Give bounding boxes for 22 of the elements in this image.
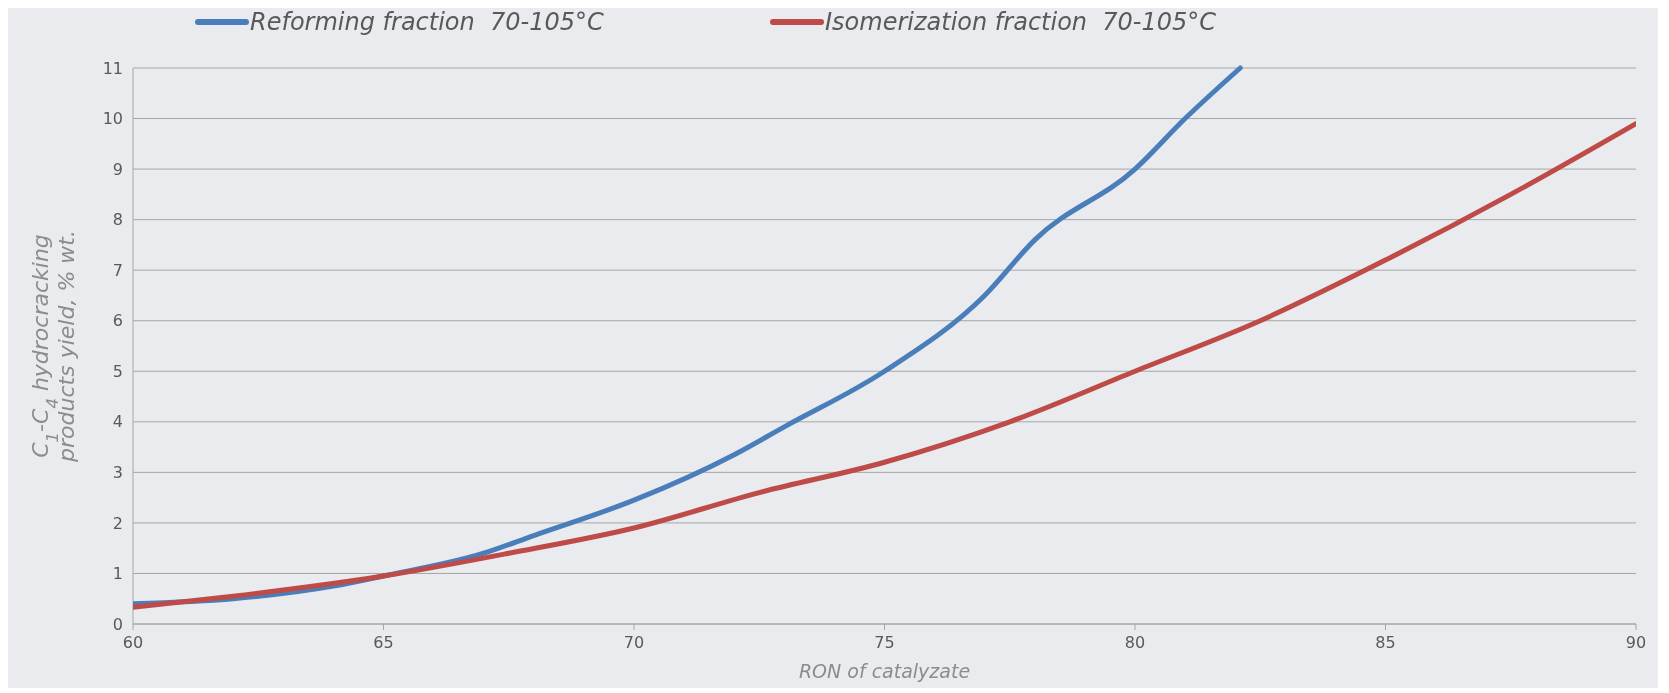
y-tick-label: 6 [112,311,123,331]
y-tick-label: 5 [112,361,123,381]
x-tick-label: 75 [874,633,895,652]
y-tick-label: 1 [112,564,123,584]
y-tick-label: 10 [102,109,123,129]
x-tick-label: 60 [122,633,144,652]
x-axis-title: RON of catalyzate [798,660,971,682]
y-tick-label: 11 [102,58,123,78]
y-tick-label: 2 [112,513,123,533]
y-tick-label: 8 [112,210,123,230]
y-tick-label: 9 [112,159,123,179]
x-tick-label: 65 [373,633,394,652]
y-tick-label: 7 [112,260,123,280]
x-tick-label: 90 [1625,633,1647,652]
x-tick-label: 70 [623,633,645,652]
y-tick-label: 4 [112,412,123,432]
legend-label: Reforming fraction 70-105°C [250,8,605,36]
x-tick-label: 80 [1124,633,1146,652]
x-tick-label: 85 [1375,633,1396,652]
y-tick-label: 3 [112,462,123,482]
y-tick-label: 0 [112,614,123,634]
legend-label: Isomerization fraction 70-105°C [825,8,1217,36]
